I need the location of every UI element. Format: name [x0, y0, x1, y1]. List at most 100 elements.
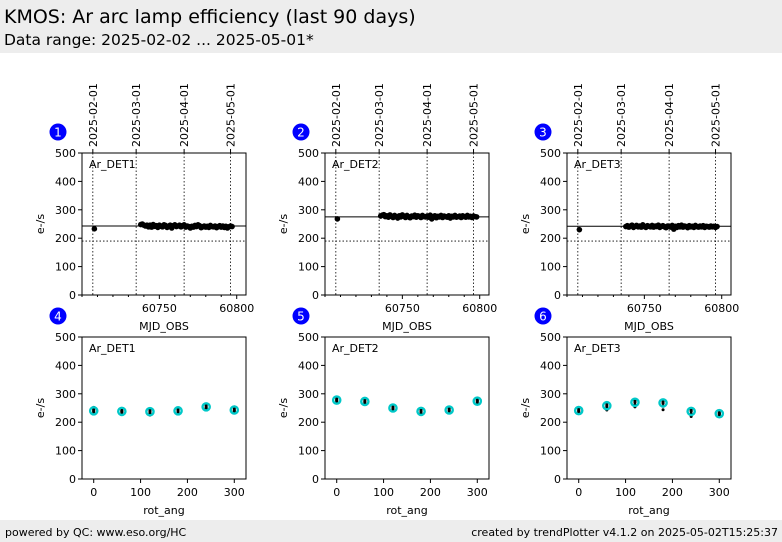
group-mean-marker: [686, 406, 696, 417]
group-mean-marker: [573, 405, 584, 416]
y-tick-label: 200: [298, 416, 319, 429]
x-tick-label: 100: [373, 486, 394, 499]
y-tick-label: 500: [540, 331, 561, 344]
data-point: [605, 404, 609, 408]
chart-panel-6: 0 100 200 300 400 500 0 100 200 300 rot_ang e-/s Ar_…: [519, 307, 732, 517]
panel-label: Ar_DET2: [332, 158, 379, 171]
x-tick-label: 60750: [627, 302, 662, 315]
axes-frame: [81, 152, 247, 296]
x-tick-label: 200: [177, 486, 198, 499]
x-tick-label: 60750: [385, 302, 420, 315]
y-tick-label: 200: [298, 232, 319, 245]
axes-frame: [566, 336, 732, 480]
y-tick-label: 100: [55, 261, 76, 274]
x-axis-label: rot_ang: [628, 504, 670, 517]
x-tick-label: 100: [615, 486, 636, 499]
y-tick-label: 400: [298, 359, 319, 372]
data-point: [363, 400, 367, 404]
data-point: [661, 400, 665, 404]
y-tick-label: 500: [540, 147, 561, 160]
data-point: [232, 409, 236, 413]
x-tick-label: 60800: [462, 302, 497, 315]
x-axis-label: rot_ang: [143, 504, 185, 517]
y-axis-label: e-/s: [277, 398, 290, 418]
y-tick-label: 500: [298, 331, 319, 344]
panel-number: 4: [54, 310, 62, 324]
y-tick-label: 200: [55, 232, 76, 245]
footer-created-by: created by trendPlotter v4.1.2 on 2025-0…: [471, 526, 778, 539]
date-tick-label: 2025-05-01: [710, 83, 723, 147]
panel-number: 5: [297, 310, 305, 324]
date-tick-label: 2025-05-01: [468, 83, 481, 147]
y-tick-label: 200: [540, 232, 561, 245]
y-axis-label: e-/s: [519, 398, 532, 418]
x-tick-label: 60750: [142, 302, 177, 315]
x-tick-label: 200: [420, 486, 441, 499]
data-point: [176, 409, 180, 413]
axes-frame: [566, 152, 732, 296]
y-tick-label: 400: [55, 359, 76, 372]
group-mean-marker: [331, 395, 342, 405]
data-point: [717, 412, 721, 416]
date-tick-label: 2025-02-01: [330, 83, 343, 147]
y-tick-label: 100: [540, 445, 561, 458]
y-axis-label: e-/s: [34, 398, 47, 418]
panel-number-badge: [534, 123, 552, 141]
group-mean-marker: [416, 406, 426, 417]
data-point: [204, 406, 208, 410]
chart-panel-3: 0 100 200 300 400 500 60750 60800 MJD_OBS e-/s Ar_…: [519, 83, 739, 333]
data-point: [335, 398, 339, 402]
panel-label: Ar_DET1: [89, 158, 136, 171]
panel-label: Ar_DET3: [574, 342, 621, 355]
y-tick-label: 300: [55, 204, 76, 217]
date-tick-label: 2025-05-01: [225, 83, 238, 147]
group-mean-marker: [145, 406, 155, 417]
panel-label: Ar_DET3: [574, 158, 621, 171]
x-axis-label: rot_ang: [386, 504, 428, 517]
data-point: [475, 399, 479, 403]
y-tick-label: 0: [554, 473, 561, 486]
x-axis-label: MJD_OBS: [139, 320, 189, 333]
date-tick-label: 2025-03-01: [130, 83, 143, 147]
group-mean-marker: [201, 402, 211, 412]
y-tick-label: 500: [55, 331, 76, 344]
data-point: [661, 408, 665, 412]
panel-number-badge: [49, 123, 67, 141]
data-point: [577, 409, 581, 413]
x-tick-label: 200: [662, 486, 683, 499]
x-tick-label: 0: [90, 486, 97, 499]
panel-number: 3: [539, 126, 547, 140]
date-tick-label: 2025-04-01: [421, 83, 434, 147]
date-tick-label: 2025-03-01: [615, 83, 628, 147]
date-tick-label: 2025-04-01: [663, 83, 676, 147]
x-tick-label: 60800: [219, 302, 254, 315]
axes-frame: [81, 336, 247, 480]
axes-frame: [324, 152, 490, 296]
axes-frame: [324, 336, 490, 480]
panel-label: Ar_DET1: [89, 342, 136, 355]
panel-label: Ar_DET2: [332, 342, 379, 355]
y-tick-label: 200: [540, 416, 561, 429]
data-point: [334, 216, 341, 222]
y-tick-label: 0: [69, 289, 76, 302]
group-mean-marker: [88, 406, 99, 416]
y-tick-label: 400: [540, 359, 561, 372]
group-mean-marker: [472, 396, 483, 406]
y-tick-label: 0: [554, 289, 561, 302]
y-tick-label: 0: [312, 289, 319, 302]
x-tick-label: 0: [333, 486, 340, 499]
y-tick-label: 400: [55, 175, 76, 188]
data-point: [576, 226, 583, 233]
y-tick-label: 100: [540, 261, 561, 274]
y-tick-label: 400: [298, 175, 319, 188]
panel-number-badge: [49, 307, 67, 325]
data-point: [419, 409, 423, 413]
data-point: [714, 223, 720, 230]
data-point: [229, 223, 235, 230]
y-tick-label: 300: [298, 388, 319, 401]
panel-number: 1: [54, 126, 62, 140]
x-tick-label: 300: [709, 486, 730, 499]
chart-panel-4: 0 100 200 300 400 500 0 100 200 300 rot_ang e-/s Ar_…: [34, 307, 247, 517]
data-point: [391, 407, 395, 411]
